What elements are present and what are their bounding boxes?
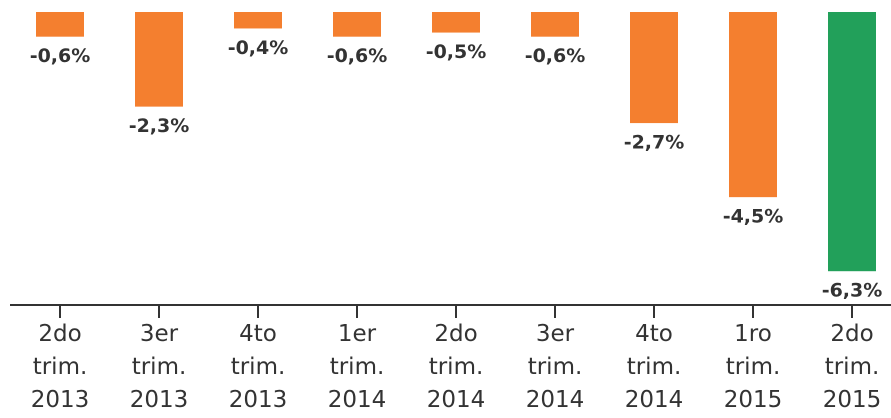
bar (333, 12, 381, 37)
bar (828, 12, 876, 272)
bar (135, 12, 183, 107)
bar (729, 12, 777, 198)
x-tick-label: 2do trim. 2015 (822, 321, 882, 413)
x-tick-label: 3er trim. 2013 (129, 321, 189, 413)
data-label: -2,3% (129, 115, 190, 137)
data-label: -0,6% (525, 45, 586, 67)
bar (36, 12, 84, 37)
x-tick-label: 3er trim. 2014 (525, 321, 585, 413)
x-tick-label: 4to trim. 2013 (228, 321, 288, 413)
x-tick-label: 2do trim. 2014 (426, 321, 486, 413)
data-label: -0,4% (228, 37, 289, 59)
x-tick-label: 1ro trim. 2015 (723, 321, 783, 413)
bar (432, 12, 480, 33)
data-label: -0,6% (327, 45, 388, 67)
data-label: -4,5% (723, 206, 784, 228)
bar (630, 12, 678, 124)
data-label: -6,3% (822, 280, 883, 302)
data-label: -2,7% (624, 132, 685, 154)
data-label: -0,6% (30, 45, 91, 67)
bar (531, 12, 579, 37)
data-label: -0,5% (426, 41, 487, 63)
x-tick-label: 2do trim. 2013 (30, 321, 90, 413)
bar (234, 12, 282, 29)
x-tick-label: 4to trim. 2014 (624, 321, 684, 413)
x-tick-label: 1er trim. 2014 (327, 321, 387, 413)
